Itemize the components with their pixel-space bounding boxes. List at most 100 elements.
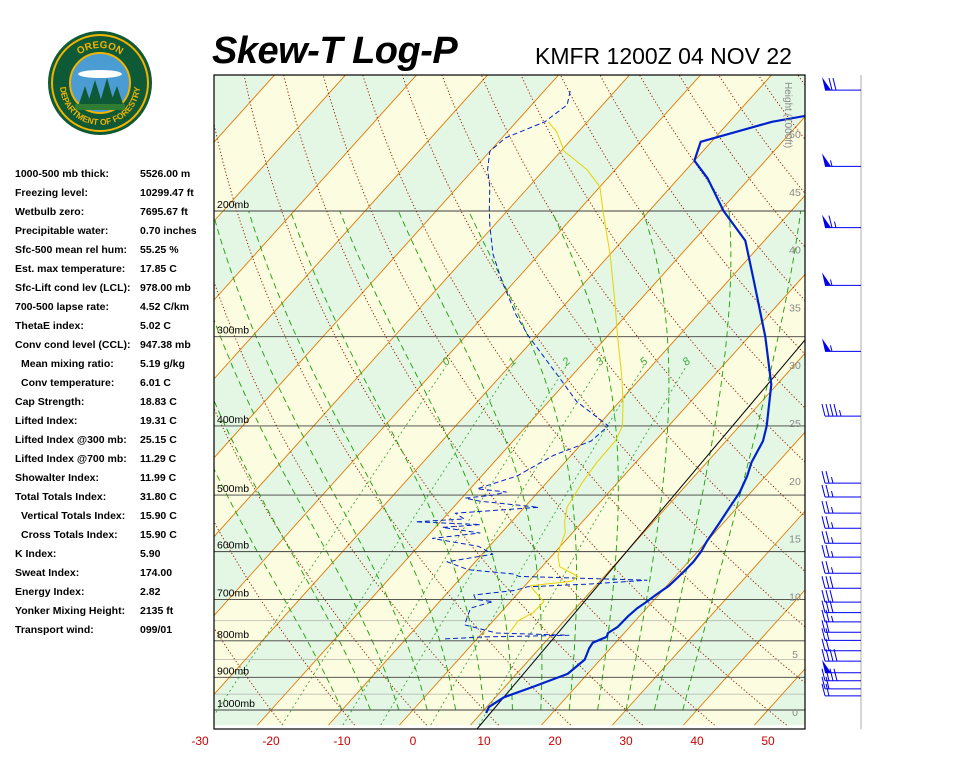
index-label: Precipitable water: [15,225,109,237]
dry-adiabat [639,75,805,302]
barb-full [821,638,826,651]
index-label: Conv temperature: [21,377,115,389]
height-tick-label: 45 [789,187,801,199]
height-tick-label: 50 [789,129,801,141]
height-tick-label: 30 [789,360,801,372]
index-label: Freezing level: [15,187,88,199]
oregon-forestry-logo: OREGON DEPARTMENT OF FORESTRY [48,31,152,135]
wind-barb [821,609,861,623]
pressure-tick-label: 800mb [217,629,249,641]
dry-adiabat [322,75,787,726]
height-tick-label: 10 [789,591,801,603]
wind-barb [822,659,861,674]
temperature-tick-label: 20 [548,734,562,748]
index-value: 17.85 C [140,263,177,275]
barb-full [829,576,834,589]
height-tick-label: 5 [792,649,798,661]
index-label: ThetaE index: [15,320,84,332]
index-row: K Index: 5.90 [15,548,215,567]
index-label: Lifted Index: [15,415,78,427]
index-row: Cap Strength: 18.83 C [15,396,215,415]
index-row: Energy Index: 2.82 [15,586,215,605]
barb-full [821,531,826,544]
barb-half [831,550,834,558]
plot-frame [213,74,806,730]
logo-text-top: OREGON [75,40,125,57]
index-label: Vertical Totals Index: [21,510,126,522]
mixing-ratio-line [430,366,645,726]
dewpoint-line [415,88,648,640]
index-value: 978.00 mb [140,282,191,294]
isotherm-line [214,75,347,222]
barb-full [825,544,830,558]
chart-title: Skew-T Log-P [212,30,458,72]
moist-adiabat [248,210,457,711]
wind-barb [822,214,861,229]
index-label: 700-500 lapse rate: [15,301,109,313]
barb-full [825,683,830,696]
wind-barb [821,501,861,514]
pressure-tick-label: 1000mb [217,698,255,710]
index-value: 6.01 C [140,377,171,389]
index-row: Vertical Totals Index: 15.90 C [15,510,215,529]
index-row: Mean mixing ratio: 5.19 g/kg [15,358,215,377]
barb-full [825,609,830,622]
barb-full [825,403,830,417]
index-label: Sweat Index: [15,567,80,579]
barb-full [821,609,826,622]
index-value: 18.83 C [140,396,177,408]
index-value: 15.90 C [140,529,177,541]
index-row: Sweat Index: 174.00 [15,567,215,586]
barb-full [825,484,830,498]
height-tick-label: 25 [789,418,801,430]
temperature-tick-label: 30 [619,734,633,748]
dry-adiabat [214,121,571,726]
stability-indices-panel: 1000-500 mb thick: 5526.00 m Freezing leve… [15,168,215,643]
index-row: Showalter Index: 11.99 C [15,472,215,491]
height-tick-label: 20 [789,476,801,488]
isotherm-line [612,510,805,726]
barb-full [829,590,834,603]
index-row: Sfc-Lift cond lev (LCL): 978.00 mb [15,282,215,301]
index-row: Transport wind: 099/01 [15,624,215,643]
dry-adiabat [283,75,715,726]
isotherm-line [470,352,805,726]
index-value: 5.90 [140,548,161,560]
height-tick-label: 0 [792,707,798,719]
temperature-tick-label: -30 [191,734,209,748]
index-row: Yonker Mixing Height: 2135 ft [15,605,215,624]
index-label: Energy Index: [15,586,85,598]
index-value: 5.02 C [140,320,171,332]
barb-full [821,620,826,633]
barb-full [821,600,826,613]
barb-half [830,279,833,286]
barb-half [831,537,834,544]
height-tick-label: 15 [789,534,801,546]
wind-barb [821,676,861,690]
barb-full [825,590,830,603]
isotherm-line [541,431,805,726]
index-row: Wetbulb zero: 7695.67 ft [15,206,215,225]
barb-full [829,403,834,417]
barb-full [821,628,826,641]
wind-barb [821,531,861,544]
index-label: Wetbulb zero: [15,206,85,218]
index-value: 25.15 C [140,434,177,446]
temperature-tick-label: -10 [333,734,351,748]
wind-barb [821,590,861,603]
index-row: Sfc-500 mean rel hum: 55.25 % [15,244,215,263]
isotherm-line [257,115,805,726]
barb-half [839,409,842,417]
index-row: Conv cond level (CCL): 947.38 mb [15,339,215,358]
mixing-ratio-line [281,366,513,726]
wind-barb [822,77,861,91]
moist-adiabat [551,210,619,711]
isotherm-line [399,273,805,726]
barb-full [832,77,837,91]
height-tick-label: 35 [789,302,801,314]
barb-half [831,615,834,622]
index-row: Lifted Index @300 mb: 25.15 C [15,434,215,453]
barb-full [833,668,838,681]
barb-full [821,470,826,484]
barb-full [825,628,830,641]
